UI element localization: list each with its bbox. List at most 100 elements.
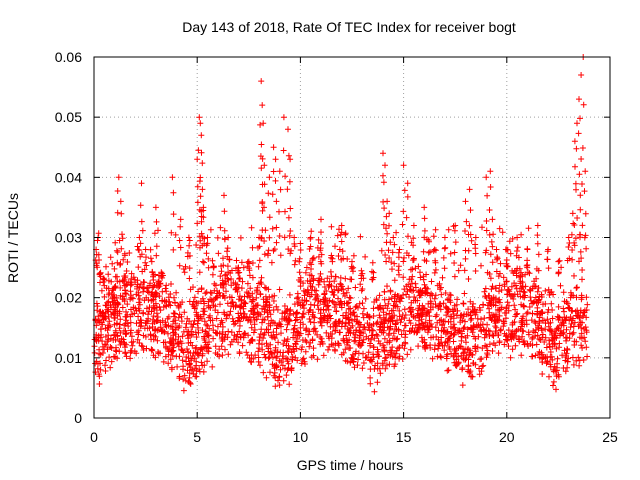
data-point bbox=[127, 292, 134, 299]
data-point bbox=[579, 276, 585, 283]
data-point bbox=[409, 273, 416, 280]
data-point bbox=[317, 315, 324, 322]
data-point bbox=[167, 291, 174, 297]
data-point bbox=[186, 252, 193, 259]
data-point bbox=[391, 260, 398, 267]
data-point bbox=[255, 340, 262, 347]
data-point bbox=[269, 361, 276, 368]
data-point bbox=[205, 333, 212, 339]
data-point bbox=[260, 369, 267, 376]
data-point bbox=[482, 331, 489, 338]
data-point bbox=[151, 305, 158, 312]
data-point bbox=[342, 323, 348, 330]
data-point bbox=[507, 292, 514, 299]
data-point bbox=[103, 357, 109, 364]
data-point bbox=[421, 281, 428, 288]
data-point bbox=[258, 165, 265, 172]
data-point bbox=[427, 248, 433, 255]
data-point bbox=[389, 249, 396, 256]
data-point bbox=[393, 336, 400, 343]
data-point bbox=[240, 331, 247, 338]
data-point bbox=[120, 256, 127, 263]
data-point bbox=[153, 282, 160, 289]
data-point bbox=[559, 317, 566, 324]
data-point bbox=[387, 323, 394, 330]
data-point bbox=[400, 327, 407, 334]
data-point bbox=[176, 311, 183, 318]
data-point bbox=[94, 264, 101, 271]
data-point bbox=[533, 275, 540, 282]
data-point bbox=[210, 302, 217, 309]
data-point bbox=[457, 343, 464, 350]
data-point bbox=[535, 325, 542, 332]
data-point bbox=[518, 269, 524, 276]
data-point bbox=[382, 252, 389, 258]
data-point bbox=[483, 227, 490, 234]
data-point bbox=[300, 355, 307, 362]
data-point bbox=[377, 370, 384, 377]
data-point bbox=[258, 78, 265, 85]
data-point bbox=[203, 321, 210, 328]
data-point bbox=[210, 335, 217, 342]
data-point bbox=[330, 342, 337, 349]
data-point bbox=[199, 258, 206, 265]
data-point bbox=[326, 297, 333, 304]
data-point bbox=[149, 284, 156, 291]
data-point bbox=[152, 300, 159, 307]
data-point bbox=[189, 331, 196, 338]
data-point bbox=[121, 252, 128, 259]
data-point bbox=[276, 233, 283, 239]
data-point bbox=[300, 301, 307, 308]
data-point bbox=[490, 332, 497, 339]
data-point bbox=[365, 354, 371, 361]
data-point bbox=[204, 332, 211, 339]
data-point bbox=[364, 312, 370, 319]
data-point bbox=[236, 303, 243, 310]
data-point bbox=[215, 250, 222, 257]
data-point bbox=[509, 346, 516, 353]
data-point bbox=[570, 220, 577, 227]
data-point bbox=[105, 313, 112, 320]
data-point bbox=[185, 348, 192, 355]
data-point bbox=[380, 150, 386, 157]
data-point bbox=[175, 302, 182, 309]
data-point bbox=[438, 354, 445, 361]
data-point bbox=[326, 282, 333, 289]
data-point bbox=[128, 333, 135, 340]
data-point bbox=[95, 360, 101, 367]
data-point bbox=[119, 235, 126, 242]
data-point bbox=[536, 336, 543, 342]
data-point bbox=[411, 294, 418, 300]
data-point bbox=[381, 205, 388, 212]
data-point bbox=[255, 313, 262, 320]
data-point bbox=[563, 326, 570, 333]
data-point bbox=[483, 343, 490, 350]
data-point bbox=[573, 294, 580, 301]
data-point bbox=[384, 324, 391, 331]
data-point bbox=[287, 250, 294, 257]
data-point bbox=[261, 329, 268, 336]
data-point bbox=[253, 302, 260, 309]
data-point bbox=[317, 310, 324, 317]
data-point bbox=[172, 331, 179, 338]
data-point bbox=[293, 345, 300, 352]
data-point bbox=[259, 346, 266, 353]
data-point bbox=[121, 282, 128, 289]
data-point bbox=[268, 259, 275, 266]
data-point bbox=[299, 302, 306, 309]
data-point bbox=[493, 268, 500, 275]
data-point bbox=[362, 295, 369, 302]
data-point bbox=[325, 306, 332, 313]
data-point bbox=[468, 315, 475, 322]
data-point bbox=[162, 319, 169, 326]
data-point bbox=[124, 259, 131, 265]
data-point bbox=[516, 288, 523, 295]
data-point bbox=[115, 174, 122, 181]
data-point bbox=[281, 234, 288, 241]
data-point bbox=[272, 383, 279, 390]
data-point bbox=[108, 345, 115, 351]
data-point bbox=[280, 341, 287, 347]
data-point bbox=[296, 269, 303, 276]
data-point bbox=[226, 256, 233, 263]
data-point bbox=[186, 265, 193, 272]
